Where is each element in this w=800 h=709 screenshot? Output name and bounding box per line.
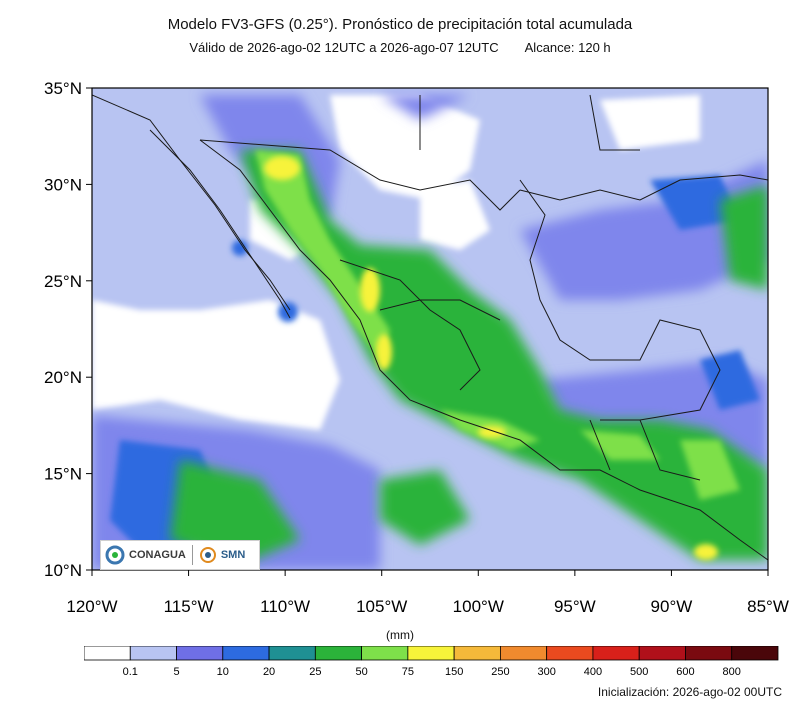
forecast-range: Alcance: 120 h	[524, 40, 611, 55]
lat-label: 15°N	[44, 465, 82, 484]
lon-label: 95°W	[554, 597, 596, 616]
lat-label: 25°N	[44, 272, 82, 291]
precipitation-field	[92, 88, 768, 570]
lon-label: 100°W	[453, 597, 504, 616]
lon-label: 85°W	[747, 597, 789, 616]
lat-label: 20°N	[44, 368, 82, 387]
agency-logos: CONAGUA SMN	[100, 540, 260, 570]
colorbar-label: 150	[445, 666, 463, 678]
lon-label: 120°W	[66, 597, 117, 616]
colorbar-swatch	[129, 646, 177, 661]
latitude-axis: 35°N 30°N 25°N 20°N 15°N 10°N	[44, 79, 92, 580]
colorbar-label: 20	[263, 666, 275, 678]
colorbar-swatch	[453, 646, 501, 661]
colorbar-swatch	[731, 646, 779, 661]
colorbar-swatch	[176, 646, 224, 661]
map-frame	[91, 87, 769, 571]
colorbar-swatch	[546, 646, 594, 661]
colorbar-swatch	[499, 646, 548, 661]
colorbar-label: 5	[173, 666, 179, 678]
colorbar-label: 500	[630, 666, 648, 678]
initialization-time: Inicialización: 2026-ago-02 00UTC	[597, 685, 782, 699]
colorbar-label: 300	[537, 666, 555, 678]
colorbar-swatch	[685, 646, 733, 661]
smn-logo-text: SMN	[220, 549, 246, 561]
colorbar-label: 800	[723, 666, 741, 678]
colorbar-label: 0.1	[123, 666, 138, 678]
colorbar-label: 250	[491, 666, 509, 678]
colorbar-swatch	[361, 646, 409, 661]
colorbar-swatch	[638, 646, 686, 661]
colorbar-swatch	[592, 646, 640, 661]
colorbar-swatch	[268, 646, 316, 661]
lon-label: 90°W	[651, 597, 693, 616]
map-title: Modelo FV3-GFS (0.25°). Pronóstico de pr…	[167, 16, 633, 33]
lon-label: 115°W	[164, 597, 214, 616]
conagua-logo-text: CONAGUA	[129, 549, 186, 561]
colorbar-label: 50	[355, 666, 367, 678]
lon-label: 110°W	[260, 597, 310, 616]
colorbar-label: 10	[217, 666, 229, 678]
lat-label: 35°N	[44, 79, 82, 98]
colorbar-label: 75	[402, 666, 414, 678]
colorbar-swatch	[407, 646, 455, 661]
colorbar-label: 25	[309, 666, 321, 678]
logo-separator	[191, 545, 193, 565]
colorbar-swatch	[84, 646, 131, 661]
colorbar-label: 400	[584, 666, 602, 678]
lat-label: 30°N	[44, 175, 82, 194]
map-subtitle: Válido de 2026-ago-02 12UTC a 2026-ago-0…	[0, 40, 800, 55]
colorbar-unit: (mm)	[386, 628, 414, 642]
lat-label: 10°N	[44, 561, 82, 580]
valid-period: Válido de 2026-ago-02 12UTC a 2026-ago-0…	[189, 40, 499, 55]
colorbar-swatch	[222, 646, 270, 661]
colorbar-swatch	[314, 646, 362, 661]
longitude-axis: 120°W 115°W 110°W 105°W 100°W 95°W 90°W 85°W	[66, 570, 789, 616]
smn-logo-icon	[199, 547, 216, 563]
conagua-logo-icon	[105, 545, 125, 565]
colorbar: 0.1 5 10 20 25 50 75 150 250 300 400 500 600 800	[84, 646, 779, 678]
lon-label: 105°W	[356, 597, 407, 616]
colorbar-label: 600	[676, 666, 694, 678]
